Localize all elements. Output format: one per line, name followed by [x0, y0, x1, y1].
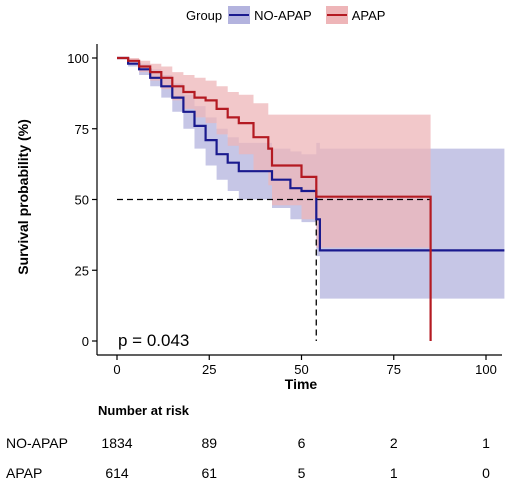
risk-cell: 6: [297, 435, 306, 451]
legend-label-apap: APAP: [351, 7, 386, 23]
y-tick-label: 100: [67, 51, 89, 66]
curve-no-apap: [117, 56, 505, 252]
y-tick-label: 75: [75, 122, 89, 137]
x-tick-label: 0: [113, 362, 120, 377]
risk-row-no-apap: NO-APAP 1834 89 6 2 1: [0, 435, 505, 453]
curve-apap: [117, 56, 432, 341]
legend-label-no-apap: NO-APAP: [254, 7, 312, 23]
y-tick-label: 0: [82, 334, 89, 349]
band-apap: [117, 58, 431, 248]
legend: Group NO-APAP APAP: [186, 4, 399, 26]
survival-chart: 0 25 50 75 100 0 25 50 75 100 p = 0.043 Time Surv…: [15, 44, 505, 392]
risk-row-group-label: APAP: [6, 465, 43, 481]
risk-cell: 614: [105, 465, 129, 481]
confidence-bands: [117, 58, 505, 299]
legend-title: Group: [186, 7, 223, 23]
risk-row-group-label: NO-APAP: [6, 435, 68, 451]
risk-cell: 1834: [101, 435, 133, 451]
risk-cell: 2: [389, 435, 398, 451]
x-axis-label: Time: [285, 376, 318, 392]
risk-cell: 1: [389, 465, 398, 481]
x-tick-label: 75: [387, 362, 401, 377]
risk-cell: 89: [201, 435, 218, 451]
axes: 0 25 50 75 100 0 25 50 75 100: [67, 44, 502, 377]
legend-key-apap: [325, 6, 348, 24]
y-axis-label: Survival probability (%): [15, 119, 31, 275]
p-value-annotation: p = 0.043: [118, 331, 189, 350]
legend-key-no-apap: [228, 6, 251, 24]
risk-cell: 0: [482, 465, 490, 481]
y-tick-label: 50: [75, 193, 89, 208]
x-tick-label: 100: [475, 362, 497, 377]
survival-curves: [117, 56, 505, 341]
y-tick-label: 25: [75, 263, 89, 278]
risk-cell: 5: [297, 465, 306, 481]
risk-cell: 61: [201, 465, 218, 481]
risk-row-apap: APAP 614 61 5 1 0: [0, 465, 505, 483]
x-tick-label: 25: [202, 362, 216, 377]
risk-table-title: Number at risk: [98, 403, 190, 418]
x-tick-label: 50: [294, 362, 308, 377]
risk-cell: 1: [482, 435, 490, 451]
